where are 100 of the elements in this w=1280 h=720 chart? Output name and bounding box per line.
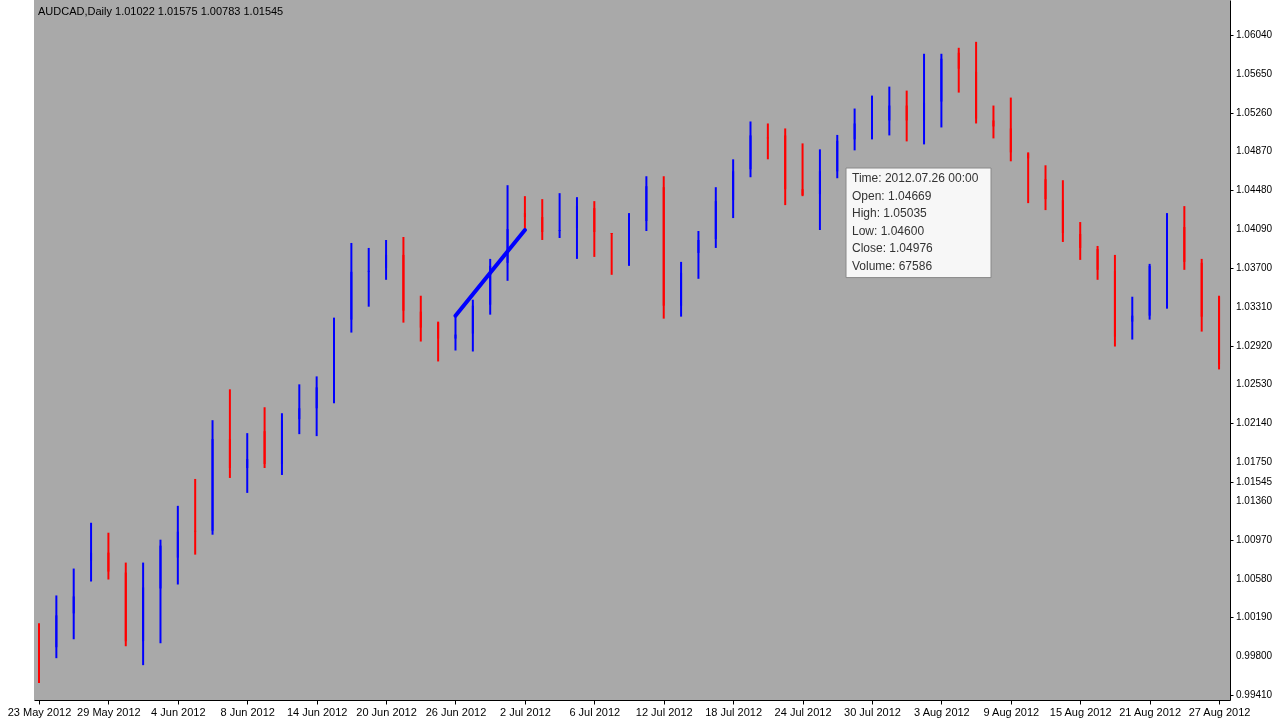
candlestick — [1096, 244, 1099, 281]
candlestick — [541, 198, 544, 241]
x-tick-label: 24 Jul 2012 — [774, 705, 832, 718]
y-tick-label: 1.04090 — [1236, 223, 1273, 235]
y-tick-label: 1.00190 — [1236, 611, 1273, 623]
annotation: Low: 1.04600 — [852, 223, 925, 238]
x-tick-label: 26 Jun 2012 — [425, 705, 487, 718]
candlestick — [333, 316, 336, 405]
y-tick-label: 1.05650 — [1236, 67, 1273, 79]
x-tick-label: 21 Aug 2012 — [1119, 705, 1182, 718]
candlestick — [385, 238, 388, 281]
x-tick-label: 14 Jun 2012 — [286, 705, 348, 718]
candlestick — [905, 89, 908, 143]
candlestick — [558, 192, 561, 239]
candlestick — [437, 320, 440, 363]
candlestick — [975, 40, 978, 125]
candlestick — [1079, 221, 1082, 261]
candlestick — [176, 504, 179, 586]
candlestick — [246, 432, 249, 494]
y-tick-label: 0.99410 — [1236, 689, 1273, 701]
y-tick-label: 1.05260 — [1236, 106, 1273, 118]
x-tick-label: 27 Aug 2012 — [1188, 705, 1251, 718]
annotation: Open: 1.04669 — [852, 188, 932, 203]
x-tick-label: 4 Jun 2012 — [151, 705, 206, 718]
candlestick — [923, 52, 926, 146]
candlestick — [957, 46, 960, 94]
candlestick — [72, 567, 75, 641]
candlestick — [697, 230, 700, 280]
x-tick-label: 20 Jun 2012 — [356, 705, 417, 718]
candlestick — [55, 594, 58, 660]
candlestick — [610, 232, 613, 276]
y-tick-label: 1.02530 — [1236, 378, 1273, 390]
candlestick — [211, 419, 214, 536]
candlestick — [159, 538, 162, 645]
candlestick — [263, 406, 266, 469]
candlestick — [784, 127, 787, 207]
x-tick-label: 6 Jul 2012 — [569, 705, 621, 718]
candlestick — [801, 142, 804, 198]
candlestick — [940, 52, 943, 129]
candlestick — [90, 521, 93, 583]
candlestick — [1027, 151, 1030, 205]
candlestick — [1218, 294, 1221, 371]
candlestick — [680, 260, 683, 318]
candlestick — [1009, 96, 1012, 163]
candlestick — [1200, 257, 1203, 333]
y-tick-label: 1.04480 — [1236, 184, 1273, 196]
candlestick — [870, 94, 873, 141]
candlestick — [194, 477, 197, 556]
candlestick — [350, 241, 353, 334]
y-tick-label: 1.02920 — [1236, 339, 1273, 351]
candlestick — [315, 375, 318, 438]
candlestick — [888, 85, 891, 137]
candlestick — [280, 412, 283, 476]
candlestick — [419, 294, 422, 343]
y-tick-label: 1.01750 — [1236, 456, 1273, 468]
x-tick-label: 3 Aug 2012 — [914, 705, 970, 718]
candlestick — [818, 148, 821, 232]
candlestick — [662, 175, 665, 320]
candlestick — [575, 196, 578, 260]
annotation: Volume: 67586 — [852, 259, 933, 273]
candlestick — [593, 200, 596, 258]
x-tick-label: 23 May 2012 — [7, 705, 72, 718]
candlestick — [749, 120, 752, 179]
candlestick — [1165, 212, 1168, 310]
y-tick-label: 1.03700 — [1236, 261, 1273, 273]
x-tick-label: 29 May 2012 — [77, 705, 141, 718]
x-tick-label: 9 Aug 2012 — [983, 705, 1040, 718]
candlestick — [853, 107, 856, 152]
x-tick-label: 12 Jul 2012 — [635, 705, 693, 718]
candlestick — [1183, 205, 1186, 271]
candlestick — [1061, 179, 1064, 243]
y-tick-label: 1.00580 — [1236, 572, 1273, 584]
y-tick-label: 1.01545 — [1236, 476, 1273, 488]
candlestick — [471, 298, 474, 353]
candlestick — [402, 235, 405, 324]
x-tick-label: 15 Aug 2012 — [1049, 705, 1112, 718]
y-tick-label: 1.00970 — [1236, 533, 1273, 545]
x-tick-label: 18 Jul 2012 — [705, 705, 763, 718]
candlestick — [628, 212, 631, 267]
candlestick — [367, 246, 370, 308]
candlestick — [124, 561, 127, 648]
candlestick — [766, 122, 769, 161]
candlestick — [298, 383, 301, 436]
candlestick — [1131, 295, 1134, 341]
y-tick-label: 1.03310 — [1236, 300, 1273, 312]
candlestick — [38, 622, 40, 685]
candlestick — [142, 561, 145, 667]
candlestick — [992, 104, 995, 140]
candlestick — [732, 158, 735, 220]
annotation: High: 1.05035 — [852, 206, 928, 221]
candlestick — [836, 133, 839, 180]
x-tick-label: 8 Jun 2012 — [220, 705, 275, 718]
candlestick — [714, 186, 717, 249]
annotation: Close: 1.04976 — [852, 241, 934, 256]
candlestick — [1044, 164, 1047, 212]
y-tick-label: 1.01360 — [1236, 494, 1273, 506]
candlestick — [228, 388, 231, 479]
y-tick-label: 1.02140 — [1236, 417, 1273, 429]
candlestick — [1148, 262, 1151, 321]
x-tick-label: 2 Jul 2012 — [500, 705, 551, 718]
